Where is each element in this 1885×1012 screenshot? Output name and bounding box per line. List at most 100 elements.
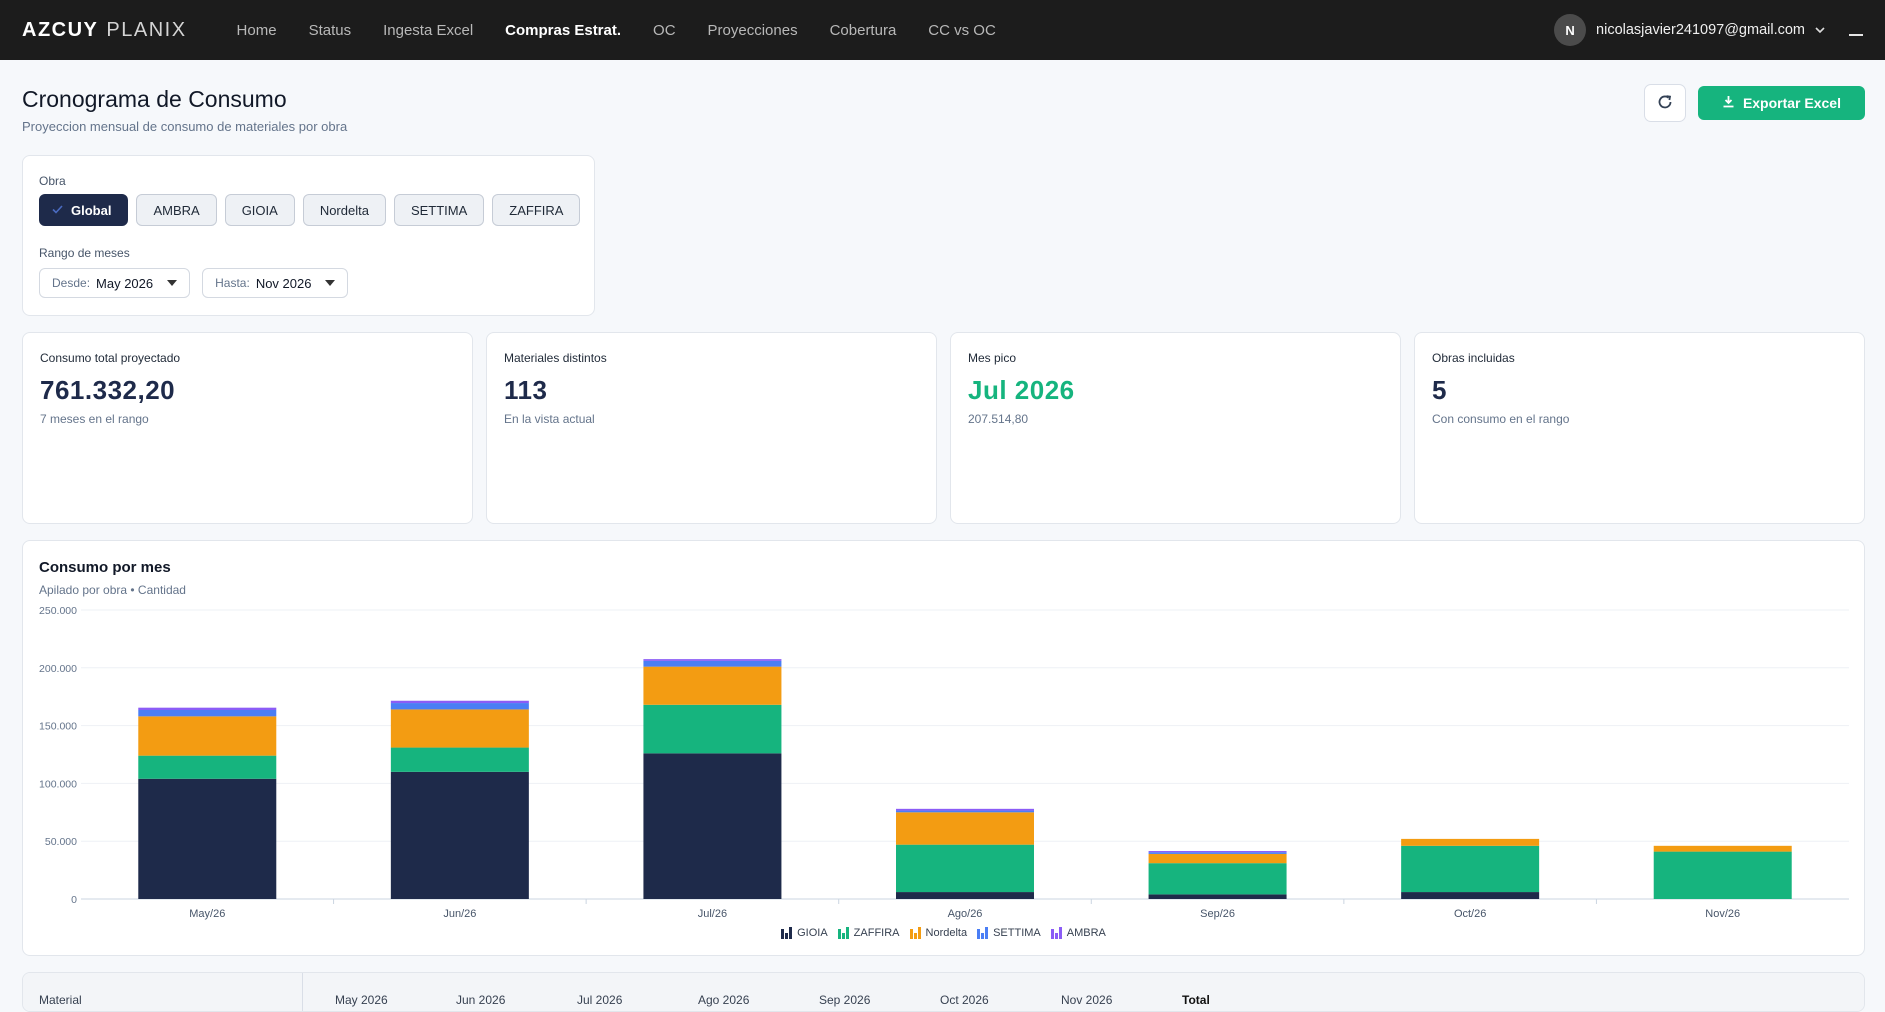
legend-item-nordelta[interactable]: Nordelta xyxy=(909,927,967,939)
bar-segment-ambra xyxy=(1148,851,1287,853)
page-title: Cronograma de Consumo xyxy=(22,86,287,112)
user-menu[interactable]: N nicolasjavier241097@gmail.com xyxy=(1554,14,1863,46)
y-tick-label: 100.000 xyxy=(39,778,77,790)
nav-item-oc[interactable]: OC xyxy=(653,21,676,39)
column-header[interactable]: Material xyxy=(23,973,303,1011)
hasta-select[interactable]: Hasta: Nov 2026 xyxy=(202,268,349,298)
kpi-subtext: Con consumo en el rango xyxy=(1432,412,1570,426)
bar-segment-ambra xyxy=(896,808,1034,811)
column-header[interactable]: Sep 2026 xyxy=(819,993,871,1007)
x-tick-label: Jun/26 xyxy=(443,908,476,920)
kpi-card: Consumo total proyectado 761.332,20 7 mese… xyxy=(22,332,473,524)
bar-segment-gioia xyxy=(138,778,277,899)
legend-label: SETTIMA xyxy=(993,927,1041,939)
kpi-value: 5 xyxy=(1432,375,1447,405)
x-tick-label: Jul/26 xyxy=(698,908,727,920)
kpi-row: Consumo total proyectado 761.332,20 7 mese… xyxy=(22,332,1865,524)
hasta-value: Nov 2026 xyxy=(255,275,312,291)
bar-segment-zaffira xyxy=(1653,851,1792,899)
chart-subtitle: Apilado por obra • Cantidad xyxy=(39,583,186,597)
bar-chart-icon xyxy=(1050,927,1062,939)
x-tick-label: Nov/26 xyxy=(1705,908,1740,920)
legend-item-ambra[interactable]: AMBRA xyxy=(1050,927,1106,939)
bar-segment-gioia xyxy=(1148,894,1287,899)
legend-item-settima[interactable]: SETTIMA xyxy=(977,927,1041,939)
kpi-value: 113 xyxy=(504,375,548,405)
column-header[interactable]: Jun 2026 xyxy=(456,993,506,1007)
kpi-card: Materiales distintos 113 En la vista actua… xyxy=(486,332,937,524)
y-tick-label: 250.000 xyxy=(39,605,77,617)
bar-segment-settima xyxy=(1148,852,1287,854)
bar-segment-nordelta xyxy=(1148,853,1287,864)
obra-chip-gioia[interactable]: GIOIA xyxy=(224,194,295,226)
bar-segment-gioia xyxy=(1401,892,1540,899)
nav-item-status[interactable]: Status xyxy=(308,21,352,39)
brand-name: AZCUY xyxy=(22,18,99,41)
consumption-table: Material May 2026 Jun 2026 Jul 2026 Ago 2026… xyxy=(22,972,1865,1012)
download-icon xyxy=(1722,95,1735,111)
nav-item-ingesta-excel[interactable]: Ingesta Excel xyxy=(383,21,474,39)
refresh-button[interactable] xyxy=(1643,84,1686,122)
check-icon xyxy=(52,203,63,217)
nav-item-proyecciones[interactable]: Proyecciones xyxy=(707,21,798,39)
obra-chip-zaffira[interactable]: ZAFFIRA xyxy=(492,194,581,226)
legend-item-gioia[interactable]: GIOIA xyxy=(781,927,828,939)
bar-chart-icon xyxy=(837,927,849,939)
nav-item-cc-vs-oc[interactable]: CC vs OC xyxy=(928,21,996,39)
obra-chip-label: Global xyxy=(71,202,112,218)
bar-segment-ambra xyxy=(138,707,277,710)
brand-suffix: PLANIX xyxy=(106,18,187,41)
legend-label: ZAFFIRA xyxy=(853,927,900,939)
chevron-down-icon xyxy=(1815,23,1825,37)
bar-segment-ambra xyxy=(390,700,529,704)
bar-segment-nordelta xyxy=(390,709,529,748)
minimize-icon[interactable] xyxy=(1849,24,1863,36)
brand-logo[interactable]: AZCUY PLANIX xyxy=(22,19,187,42)
hasta-label: Hasta: xyxy=(215,276,250,290)
bar-segment-zaffira xyxy=(896,844,1034,893)
export-label: Exportar Excel xyxy=(1742,95,1841,111)
nav-item-compras-estrat[interactable]: Compras Estrat. xyxy=(505,21,622,39)
obra-label: Obra xyxy=(39,174,66,188)
bar-segment-zaffira xyxy=(643,704,782,754)
obra-chip-ambra[interactable]: AMBRA xyxy=(136,194,217,226)
top-nav: AZCUY PLANIX Home Status Ingesta Excel Comp… xyxy=(0,0,1885,60)
column-header[interactable]: May 2026 xyxy=(335,993,388,1007)
obra-chip-global[interactable]: Global xyxy=(39,194,129,226)
bar-segment-nordelta xyxy=(896,812,1034,845)
column-header[interactable]: Total xyxy=(1182,993,1210,1007)
bar-segment-settima xyxy=(896,810,1034,813)
legend-label: AMBRA xyxy=(1066,927,1106,939)
desde-value: May 2026 xyxy=(96,275,154,291)
desde-select[interactable]: Desde: May 2026 xyxy=(39,268,191,298)
column-header[interactable]: Ago 2026 xyxy=(698,993,750,1007)
legend-label: GIOIA xyxy=(797,927,828,939)
column-header[interactable]: Jul 2026 xyxy=(577,993,623,1007)
x-tick-label: Ago/26 xyxy=(948,908,983,920)
caret-down-icon xyxy=(325,280,336,286)
column-header[interactable]: Nov 2026 xyxy=(1061,993,1113,1007)
header-actions: Exportar Excel xyxy=(1643,84,1865,122)
bar-segment-nordelta xyxy=(138,716,277,756)
y-tick-label: 50.000 xyxy=(45,836,77,848)
nav-item-cobertura[interactable]: Cobertura xyxy=(829,21,897,39)
obra-chip-settima[interactable]: SETTIMA xyxy=(393,194,485,226)
export-excel-button[interactable]: Exportar Excel xyxy=(1697,86,1865,120)
bar-segment-settima xyxy=(643,660,782,667)
kpi-label: Mes pico xyxy=(968,351,1017,365)
avatar: N xyxy=(1554,14,1587,46)
obra-chip-nordelta[interactable]: Nordelta xyxy=(302,194,386,226)
bar-segment-gioia xyxy=(896,892,1034,899)
nav-item-home[interactable]: Home xyxy=(236,21,277,39)
bar-segment-settima xyxy=(138,709,277,717)
kpi-subtext: 207.514,80 xyxy=(968,412,1029,426)
legend-item-zaffira[interactable]: ZAFFIRA xyxy=(837,927,900,939)
kpi-subtext: 7 meses en el rango xyxy=(40,412,149,426)
caret-down-icon xyxy=(167,280,178,286)
bar-segment-gioia xyxy=(643,753,782,899)
obra-chip-label: ZAFFIRA xyxy=(509,202,564,218)
obra-chips: Global AMBRA GIOIA Nordelta SETTIMA ZAFFIRA xyxy=(39,194,581,226)
column-header[interactable]: Oct 2026 xyxy=(940,993,989,1007)
obra-chip-label: GIOIA xyxy=(241,202,278,218)
obra-chip-label: SETTIMA xyxy=(410,202,468,218)
